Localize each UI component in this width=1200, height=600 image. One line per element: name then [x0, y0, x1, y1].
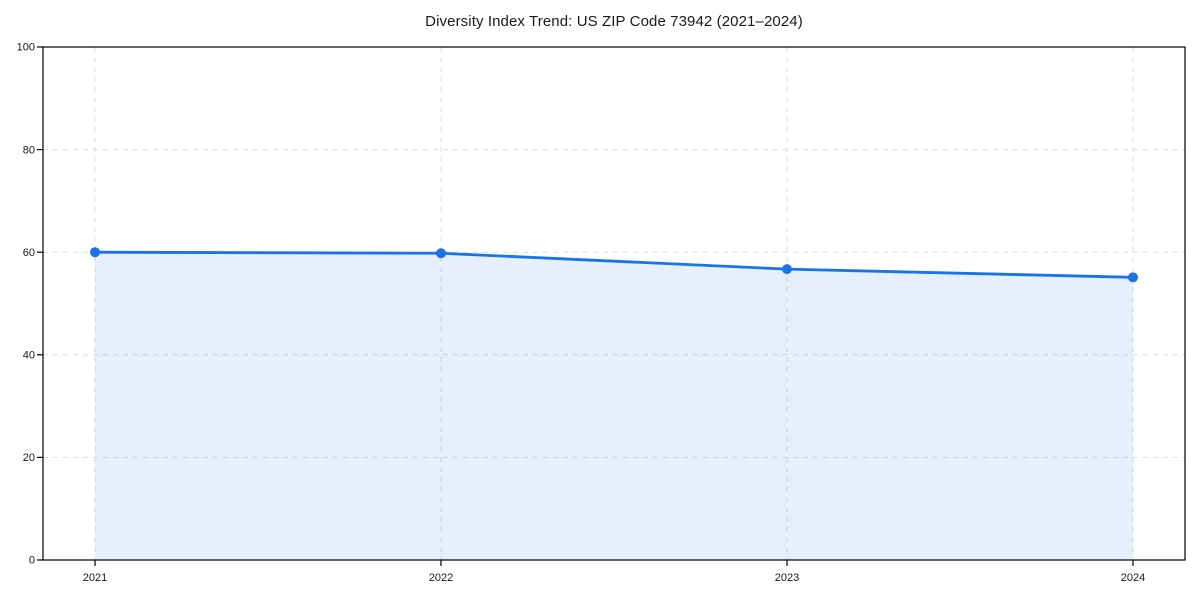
y-tick-label: 100 — [17, 42, 35, 54]
trend-line — [93, 250, 1135, 279]
x-tick-label: 2024 — [1121, 572, 1145, 584]
area-fill — [95, 252, 1133, 560]
y-tick-label: 20 — [23, 452, 35, 464]
data-point-2022 — [436, 248, 446, 259]
data-point-2023 — [782, 264, 792, 275]
y-tick-label: 0 — [29, 555, 35, 567]
plot-background — [43, 47, 1185, 560]
x-tick-label: 2023 — [775, 572, 799, 584]
y-tick-label: 60 — [23, 247, 35, 259]
x-tick-label: 2021 — [83, 572, 107, 584]
x-tick-label: 2022 — [429, 572, 453, 584]
axes-box — [42, 46, 1186, 561]
data-point-2024 — [1128, 272, 1138, 283]
y-tick-label: 80 — [23, 144, 35, 156]
y-tick-label: 40 — [23, 350, 35, 362]
data-point-2021 — [90, 247, 100, 258]
chart-title: Diversity Index Trend: US ZIP Code 73942… — [425, 13, 803, 30]
